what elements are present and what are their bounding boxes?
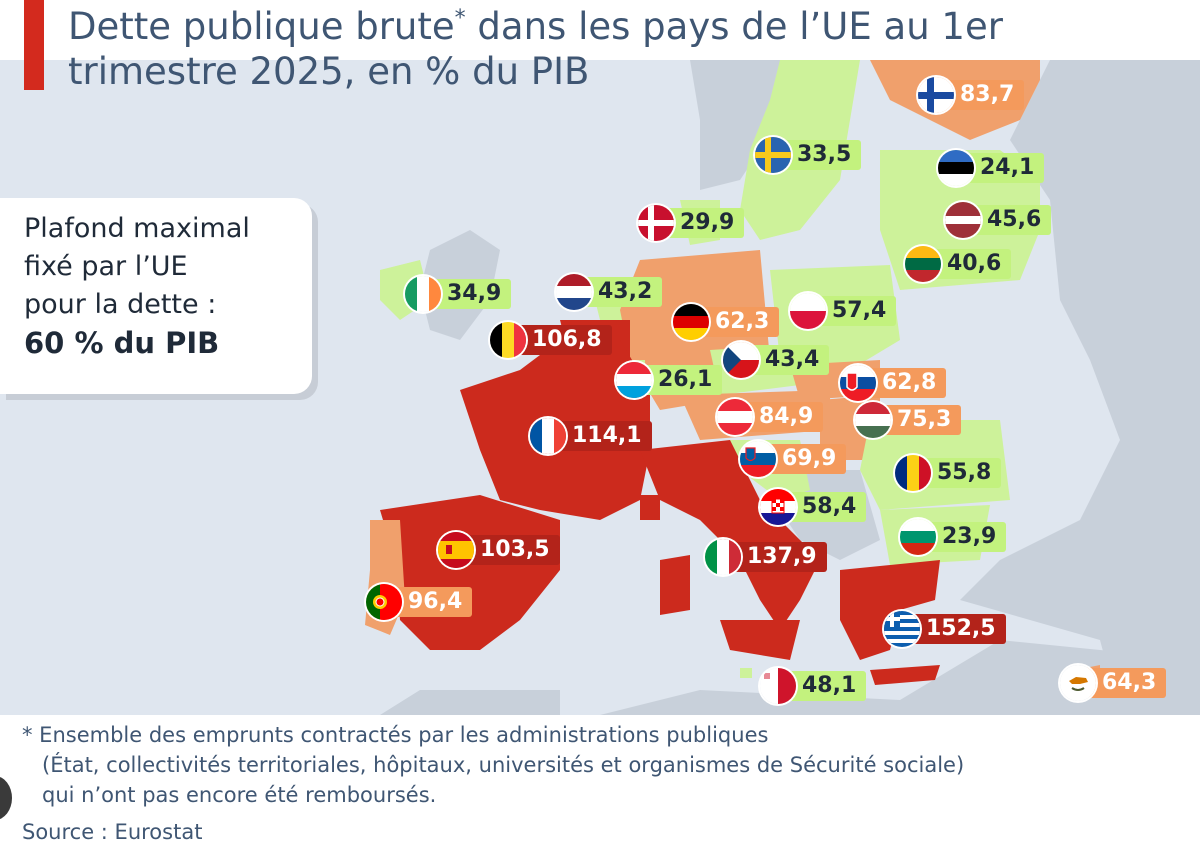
value-denmark: 29,9 [666,208,745,238]
value-greece: 152,5 [912,614,1006,644]
label-spain: 103,5 [438,532,560,568]
label-latvia: 45,6 [945,202,1052,238]
value-poland: 57,4 [818,296,897,326]
slovenia-flag-icon [740,441,776,477]
greece-flag-icon [884,611,920,647]
label-finland: 83,7 [918,77,1025,113]
value-ireland: 34,9 [433,279,512,309]
title-asterisk: * [454,6,466,31]
value-lithuania: 40,6 [933,249,1012,279]
value-belgium: 106,8 [518,325,612,355]
page-title: Dette publique brute* dans les pays de l… [68,4,1178,94]
value-hungary: 75,3 [883,405,962,435]
lithuania-flag-icon [905,246,941,282]
estonia-flag-icon [938,150,974,186]
label-hungary: 75,3 [855,402,962,438]
label-romania: 55,8 [895,455,1002,491]
value-luxembourg: 26,1 [644,365,723,395]
luxembourg-flag-icon [616,362,652,398]
label-cyprus: 64,3 [1060,665,1167,701]
label-czechia: 43,4 [723,342,830,378]
label-belgium: 106,8 [490,322,612,358]
latvia-flag-icon [945,202,981,238]
value-sweden: 33,5 [783,140,862,170]
value-austria: 84,9 [745,402,824,432]
footnote: * Ensemble des emprunts contractés par l… [22,720,964,810]
label-greece: 152,5 [884,611,1006,647]
label-lithuania: 40,6 [905,246,1012,282]
czechia-flag-icon [723,342,759,378]
title-text-rest: dans les pays de l’UE au 1er trimestre 2… [68,5,1003,93]
value-spain: 103,5 [466,535,560,565]
malta-flag-icon [760,668,796,704]
value-cyprus: 64,3 [1088,668,1167,698]
label-portugal: 96,4 [366,584,473,620]
label-poland: 57,4 [790,293,897,329]
footnote-line-2: (État, collectivités territoriales, hôpi… [42,753,965,777]
value-czechia: 43,4 [751,345,830,375]
value-finland: 83,7 [946,80,1025,110]
label-germany: 62,3 [673,304,780,340]
label-luxembourg: 26,1 [616,362,723,398]
austria-flag-icon [717,399,753,435]
value-slovenia: 69,9 [768,444,847,474]
label-netherlands: 43,2 [556,274,663,310]
label-croatia: 58,4 [760,489,867,525]
label-estonia: 24,1 [938,150,1045,186]
source-credit: Source : Eurostat [22,820,203,844]
value-netherlands: 43,2 [584,277,663,307]
eu-limit-callout: Plafond maximal fixé par l’UE pour la de… [0,198,312,394]
footnote-line-3: qui n’ont pas encore été remboursés. [42,783,437,807]
footnote-line-1: * Ensemble des emprunts contractés par l… [22,723,769,747]
slovakia-flag-icon [840,365,876,401]
callout-line-3: pour la dette : [24,289,217,320]
label-slovenia: 69,9 [740,441,847,477]
label-slovakia: 62,8 [840,365,947,401]
value-france: 114,1 [558,421,652,451]
callout-line-2: fixé par l’UE [24,251,188,282]
cyprus-flag-icon [1060,665,1096,701]
value-slovakia: 62,8 [868,368,947,398]
poland-flag-icon [790,293,826,329]
spain-flag-icon [438,532,474,568]
hungary-flag-icon [855,402,891,438]
label-france: 114,1 [530,418,652,454]
value-croatia: 58,4 [788,492,867,522]
title-accent-bar [24,0,44,90]
label-austria: 84,9 [717,399,824,435]
value-bulgaria: 23,9 [928,522,1007,552]
label-italy: 137,9 [705,539,827,575]
romania-flag-icon [895,455,931,491]
denmark-flag-icon [638,205,674,241]
scroll-handle[interactable] [0,776,12,820]
germany-flag-icon [673,304,709,340]
value-romania: 55,8 [923,458,1002,488]
finland-flag-icon [918,77,954,113]
sweden-flag-icon [755,137,791,173]
value-latvia: 45,6 [973,205,1052,235]
france-flag-icon [530,418,566,454]
ireland-flag-icon [405,276,441,312]
netherlands-flag-icon [556,274,592,310]
callout-limit-value: 60 % du PIB [24,326,220,360]
callout-line-1: Plafond maximal [24,213,250,244]
italy-flag-icon [705,539,741,575]
croatia-flag-icon [760,489,796,525]
portugal-flag-icon [366,584,402,620]
value-estonia: 24,1 [966,153,1045,183]
value-portugal: 96,4 [394,587,473,617]
label-ireland: 34,9 [405,276,512,312]
value-malta: 48,1 [788,671,867,701]
label-sweden: 33,5 [755,137,862,173]
title-text: Dette publique brute [68,5,455,48]
value-germany: 62,3 [701,307,780,337]
bulgaria-flag-icon [900,519,936,555]
label-bulgaria: 23,9 [900,519,1007,555]
label-denmark: 29,9 [638,205,745,241]
label-malta: 48,1 [760,668,867,704]
value-italy: 137,9 [733,542,827,572]
belgium-flag-icon [490,322,526,358]
